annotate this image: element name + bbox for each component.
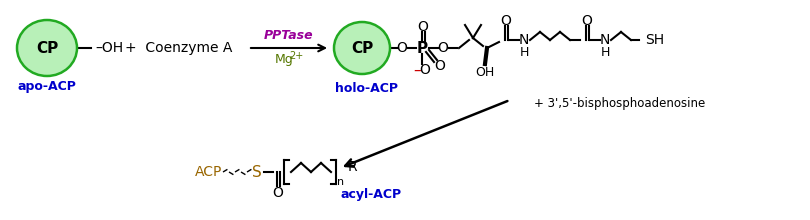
Text: apo-ACP: apo-ACP (18, 79, 76, 92)
Text: –: – (413, 62, 421, 77)
Text: ACP: ACP (195, 165, 223, 179)
Text: O: O (418, 20, 428, 34)
Text: O: O (501, 14, 511, 28)
Text: O: O (434, 59, 446, 73)
Text: acyl-ACP: acyl-ACP (340, 187, 402, 200)
Text: –OH: –OH (95, 41, 123, 55)
Text: O: O (397, 41, 407, 55)
Text: O: O (272, 186, 284, 200)
Text: CP: CP (351, 40, 373, 55)
Text: O: O (437, 41, 449, 55)
Text: 2+: 2+ (289, 51, 303, 61)
Text: H: H (600, 46, 610, 59)
Text: S: S (252, 165, 262, 180)
Text: SH: SH (645, 33, 664, 47)
Text: P: P (416, 40, 428, 55)
Ellipse shape (17, 20, 77, 76)
Text: Mg: Mg (275, 53, 293, 66)
Text: N: N (519, 33, 529, 47)
Text: OH: OH (475, 66, 495, 79)
Text: H: H (519, 46, 529, 59)
Text: holo-ACP: holo-ACP (335, 81, 399, 95)
Text: N: N (600, 33, 610, 47)
Text: R: R (347, 160, 357, 174)
Ellipse shape (334, 22, 390, 74)
Text: + 3',5'-bisphosphoadenosine: + 3',5'-bisphosphoadenosine (535, 97, 706, 110)
Text: PPTase: PPTase (264, 29, 313, 42)
Text: +  Coenzyme A: + Coenzyme A (125, 41, 232, 55)
Text: n: n (338, 177, 344, 187)
Text: O: O (582, 14, 592, 28)
Text: CP: CP (36, 40, 58, 55)
Text: O: O (420, 63, 430, 77)
